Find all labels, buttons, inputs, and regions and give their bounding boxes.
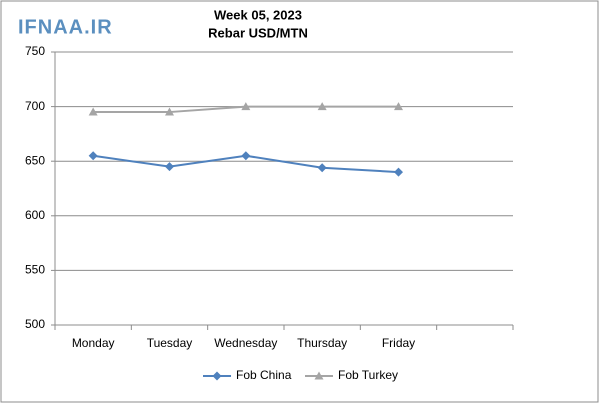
legend-marker	[212, 371, 222, 381]
x-tick-label: Friday	[382, 336, 415, 350]
y-tick-label: 500	[25, 317, 45, 331]
x-tick-label: Tuesday	[147, 336, 193, 350]
legend-label: Fob China	[236, 368, 292, 382]
legend-marker	[314, 371, 324, 380]
chart-subtitle: Rebar USD/MTN	[208, 25, 308, 40]
x-tick-label: Thursday	[297, 336, 347, 350]
point	[394, 102, 403, 111]
legend-label: Fob Turkey	[338, 368, 398, 382]
point	[317, 102, 327, 111]
watermark: IFNAA.IR	[18, 16, 113, 38]
x-tick-label: Monday	[72, 336, 115, 350]
point	[317, 163, 327, 173]
point	[165, 107, 174, 116]
point	[88, 107, 98, 116]
y-tick-label: 650	[25, 153, 45, 167]
point	[165, 162, 174, 172]
y-tick-label: 600	[25, 208, 45, 222]
y-tick-label: 550	[25, 263, 45, 277]
y-tick-label: 700	[25, 99, 45, 113]
y-tick-label: 750	[25, 44, 45, 58]
point	[241, 151, 251, 161]
point	[88, 151, 98, 161]
point	[394, 167, 403, 177]
chart-title: Week 05, 2023	[214, 7, 302, 22]
x-tick-label: Wednesday	[214, 336, 277, 350]
point	[241, 102, 251, 111]
